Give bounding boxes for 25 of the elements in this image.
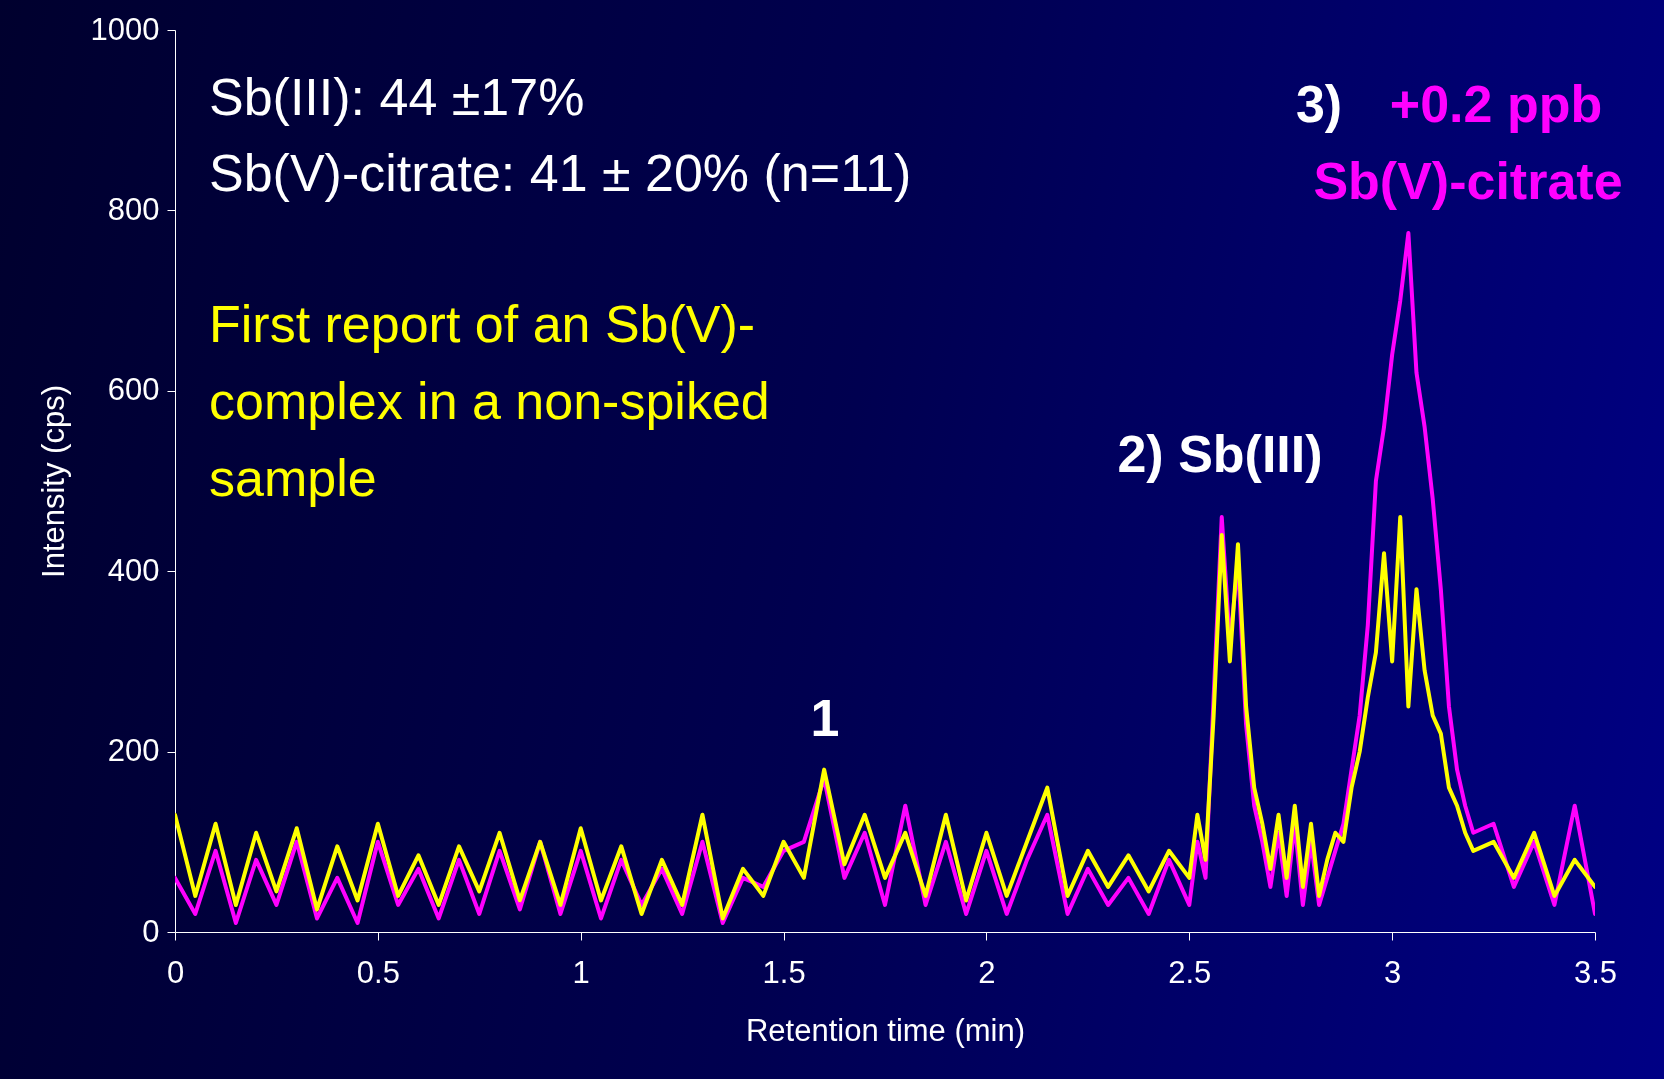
x-tick-label: 1.5 — [762, 954, 806, 990]
annotation: +0.2 ppb — [1389, 75, 1603, 133]
x-tick-label: 0.5 — [356, 954, 400, 990]
annotation: 3) — [1295, 75, 1343, 133]
annotation: Sb(V)-citrate: 41 ± 20% (n=11) — [209, 144, 912, 202]
annotation: 2) Sb(III) — [1117, 425, 1323, 483]
line-series — [175, 515, 1595, 921]
y-tick-label: 600 — [107, 372, 160, 408]
x-axis-title: Retention time (min) — [745, 1012, 1026, 1048]
y-tick-label: 200 — [107, 733, 160, 769]
y-tick-label: 0 — [142, 913, 160, 949]
annotation: First report of an Sb(V)-complex in a non-spiked sample — [209, 295, 770, 507]
y-tick-label: 800 — [107, 191, 160, 227]
annotation: Sb(III): 44 ±17% — [209, 68, 585, 126]
y-tick-label: 1000 — [90, 11, 160, 47]
x-tick-label: 2 — [978, 954, 996, 990]
annotation: Sb(V)-citrate — [1313, 152, 1623, 210]
x-tick-label: 3 — [1384, 954, 1402, 990]
annotation: 1 — [810, 689, 840, 747]
x-tick-label: 2.5 — [1168, 954, 1212, 990]
x-tick-label: 3.5 — [1573, 954, 1618, 990]
x-tick-label: 0 — [166, 954, 185, 990]
y-axis-title: Intensity (cps) — [35, 385, 71, 578]
x-tick-label: 1 — [572, 954, 590, 990]
y-tick-label: 400 — [107, 552, 160, 588]
